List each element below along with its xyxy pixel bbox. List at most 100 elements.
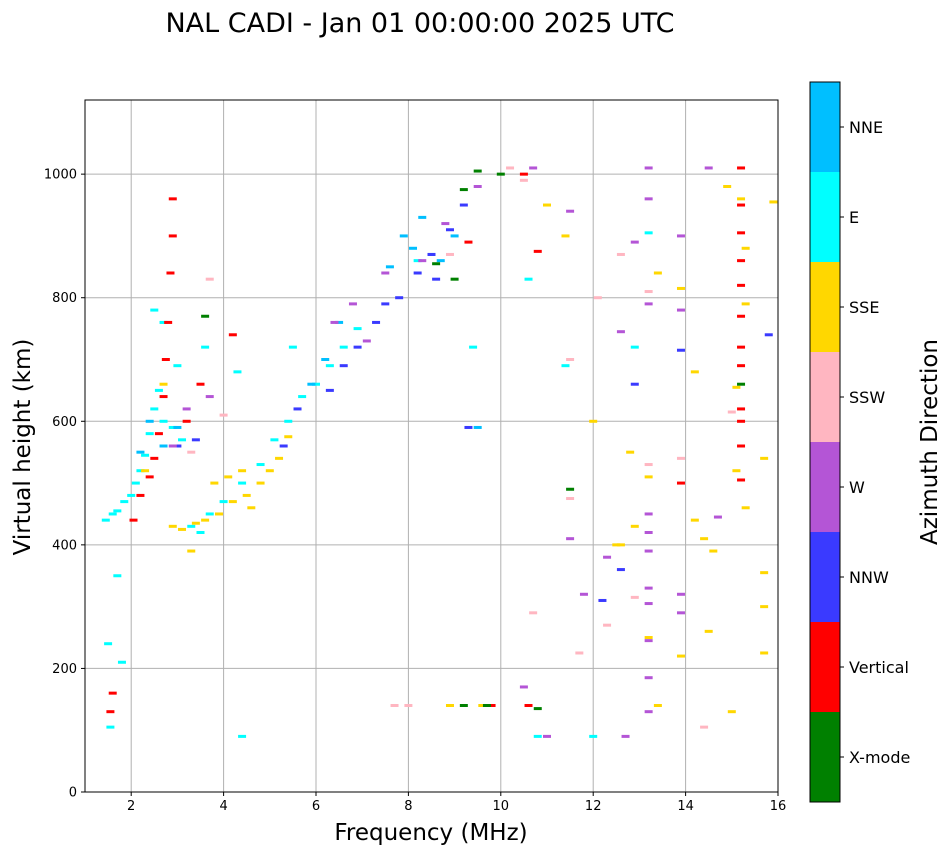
colorbar-label: E	[849, 208, 859, 227]
echo-point-ssw	[390, 704, 399, 707]
echo-point-e	[312, 382, 320, 386]
echo-point-vertical	[737, 419, 746, 423]
echo-point-sse	[700, 537, 709, 541]
echo-point-e	[238, 734, 247, 738]
echo-point-nnw	[445, 228, 454, 232]
echo-point-vertical	[164, 320, 173, 324]
colorbar-swatch-nne	[810, 82, 840, 172]
echo-point-e	[284, 419, 293, 423]
echo-point-w	[362, 339, 371, 343]
echo-point-sse	[769, 200, 778, 204]
echo-point-ssw	[644, 463, 653, 467]
echo-point-sse	[445, 704, 454, 707]
echo-point-w	[473, 185, 482, 188]
echo-point-sse	[690, 518, 699, 522]
echo-point-e	[117, 660, 126, 664]
echo-point-nne	[145, 419, 154, 423]
echo-point-w	[168, 444, 177, 448]
echo-point-w	[418, 259, 427, 263]
echo-point-sse	[178, 527, 187, 531]
echo-point-nnw	[279, 444, 288, 448]
echo-point-ssw	[187, 450, 196, 454]
echo-point-e	[205, 512, 214, 516]
echo-point-sse	[626, 450, 635, 454]
colorbar-label: X-mode	[849, 748, 910, 767]
echo-point-sse	[210, 481, 219, 485]
colorbar-label: NNW	[849, 568, 889, 587]
echo-point-w	[676, 592, 685, 596]
echo-point-nnw	[381, 302, 390, 306]
echo-point-e	[238, 481, 247, 485]
echo-point-e	[201, 345, 210, 349]
colorbar-frame	[809, 81, 841, 803]
echo-point-e	[136, 469, 145, 473]
colorbar-swatch-nnw	[810, 532, 840, 622]
echo-point-e	[196, 531, 205, 534]
echo-point-x-mode	[459, 704, 468, 707]
echo-point-e	[589, 734, 598, 738]
echo-point-sse	[284, 435, 293, 439]
echo-point-sse	[159, 382, 168, 386]
y-tick-label: 800	[52, 291, 77, 306]
echo-point-sse	[228, 500, 237, 504]
echo-point-nne	[450, 234, 459, 238]
y-tick-label: 1000	[44, 168, 77, 183]
echo-point-vertical	[737, 444, 746, 448]
echo-point-nne	[173, 425, 182, 429]
echo-point-nnw	[339, 364, 348, 368]
echo-point-nne	[473, 425, 482, 429]
echo-point-vertical	[129, 518, 138, 522]
echo-point-nnw	[325, 388, 334, 392]
echo-point-sse	[247, 506, 256, 510]
echo-point-ssw	[676, 456, 685, 460]
echo-point-sse	[168, 524, 177, 528]
echo-point-e	[108, 512, 117, 516]
echo-point-nnw	[432, 277, 441, 281]
echo-point-vertical	[159, 395, 168, 399]
echo-point-vertical	[182, 419, 191, 423]
echo-point-sse	[741, 246, 750, 250]
echo-point-x-mode	[450, 277, 459, 281]
echo-point-w	[441, 222, 450, 226]
echo-point-x-mode	[459, 188, 468, 192]
echo-point-e	[131, 481, 140, 485]
echo-point-e	[145, 432, 154, 436]
echo-point-vertical	[737, 314, 746, 318]
echo-point-w	[676, 308, 685, 312]
echo-point-nne	[436, 259, 445, 263]
echo-point-vertical	[737, 166, 746, 170]
echo-point-w	[644, 166, 653, 170]
echo-point-sse	[187, 549, 196, 553]
echo-point-w	[644, 676, 653, 680]
echo-point-e	[353, 327, 362, 331]
echo-point-w	[644, 602, 653, 606]
echo-point-sse	[478, 704, 487, 707]
echo-point-w	[529, 166, 538, 170]
y-tick-label: 600	[52, 415, 77, 430]
echo-point-w	[566, 537, 575, 541]
echo-point-sse	[616, 543, 625, 547]
y-tick-label: 200	[52, 662, 77, 677]
echo-point-vertical	[106, 710, 115, 714]
colorbar-swatch-e	[810, 172, 840, 262]
echo-point-nnw	[459, 203, 468, 207]
echo-point-e	[106, 725, 115, 729]
echo-point-w	[644, 586, 653, 590]
echo-point-e	[159, 419, 168, 423]
echo-point-vertical	[161, 358, 170, 361]
echo-point-vertical	[737, 259, 746, 263]
echo-point-w	[330, 320, 339, 324]
echo-point-ssw	[727, 410, 736, 414]
colorbar-swatch-w	[810, 442, 840, 532]
x-axis-ticks: 2 4 6 8 10 12 14 16	[127, 792, 786, 814]
echo-point-w	[704, 166, 713, 170]
echo-point-ssw	[506, 166, 515, 170]
echo-point-ssw	[566, 358, 575, 361]
echo-point-ssw	[644, 290, 653, 294]
echo-point-w	[644, 197, 653, 201]
echo-point-e	[219, 500, 228, 504]
echo-point-sse	[201, 518, 210, 522]
echo-point-e	[533, 734, 542, 738]
echo-point-x-mode	[566, 487, 575, 491]
echo-point-sse	[256, 481, 265, 485]
